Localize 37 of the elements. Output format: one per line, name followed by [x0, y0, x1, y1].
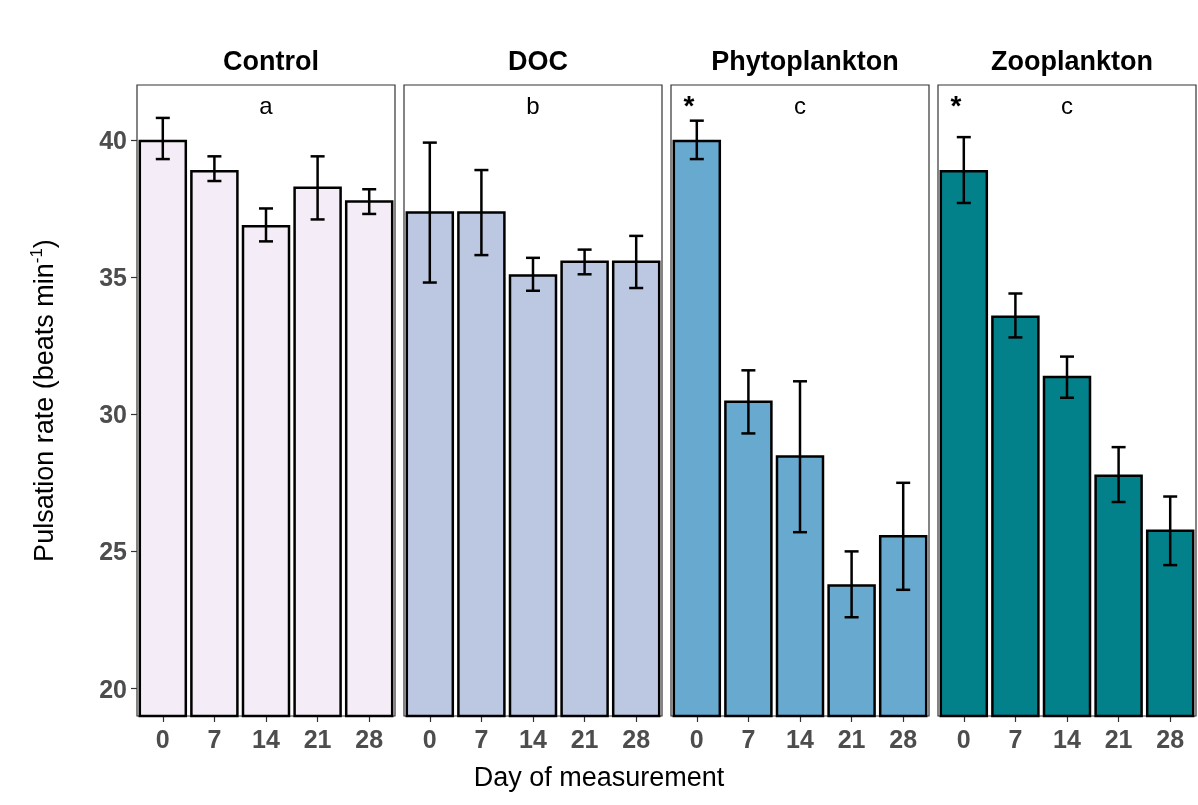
y-axis-title: Pulsation rate (beats min-1) — [27, 239, 59, 562]
x-tick-label: 7 — [207, 724, 222, 753]
chart-title: Control — [223, 45, 319, 76]
y-tick-label: 20 — [99, 674, 127, 703]
x-tick-label: 0 — [956, 724, 971, 753]
x-tick-label: 7 — [741, 724, 756, 753]
x-tick-label: 14 — [252, 724, 280, 753]
x-tick-label: 14 — [1053, 724, 1081, 753]
annotation: c — [1061, 91, 1073, 119]
y-tick-label: 30 — [99, 400, 127, 429]
x-tick-label: 0 — [155, 724, 170, 753]
annotation: a — [259, 91, 274, 119]
annotation: c — [794, 91, 806, 119]
x-tick-label: 28 — [889, 724, 918, 753]
x-tick-label: 7 — [474, 724, 489, 753]
annotation: * — [683, 89, 695, 121]
y-tick-label: 25 — [99, 537, 128, 566]
x-tick-label: 14 — [519, 724, 547, 753]
x-tick-label: 28 — [1156, 724, 1185, 753]
chart-title: Zooplankton — [991, 45, 1153, 76]
x-tick-label: 21 — [570, 724, 599, 753]
x-tick-label: 21 — [1104, 724, 1133, 753]
x-tick-label: 28 — [355, 724, 384, 753]
x-tick-label: 0 — [422, 724, 437, 753]
annotation: * — [950, 89, 962, 121]
annotation: b — [526, 91, 540, 119]
x-tick-label: 28 — [622, 724, 651, 753]
x-axis-title: Day of measurement — [472, 762, 726, 793]
x-tick-label: 0 — [689, 724, 704, 753]
x-tick-label: 21 — [303, 724, 332, 753]
y-tick-label: 35 — [99, 263, 128, 292]
chart-title: Phytoplankton — [711, 45, 899, 76]
chart-title: DOC — [508, 45, 568, 76]
x-tick-label: 21 — [837, 724, 866, 753]
x-tick-label: 7 — [1008, 724, 1023, 753]
y-tick-label: 40 — [99, 125, 127, 154]
x-tick-label: 14 — [786, 724, 814, 753]
